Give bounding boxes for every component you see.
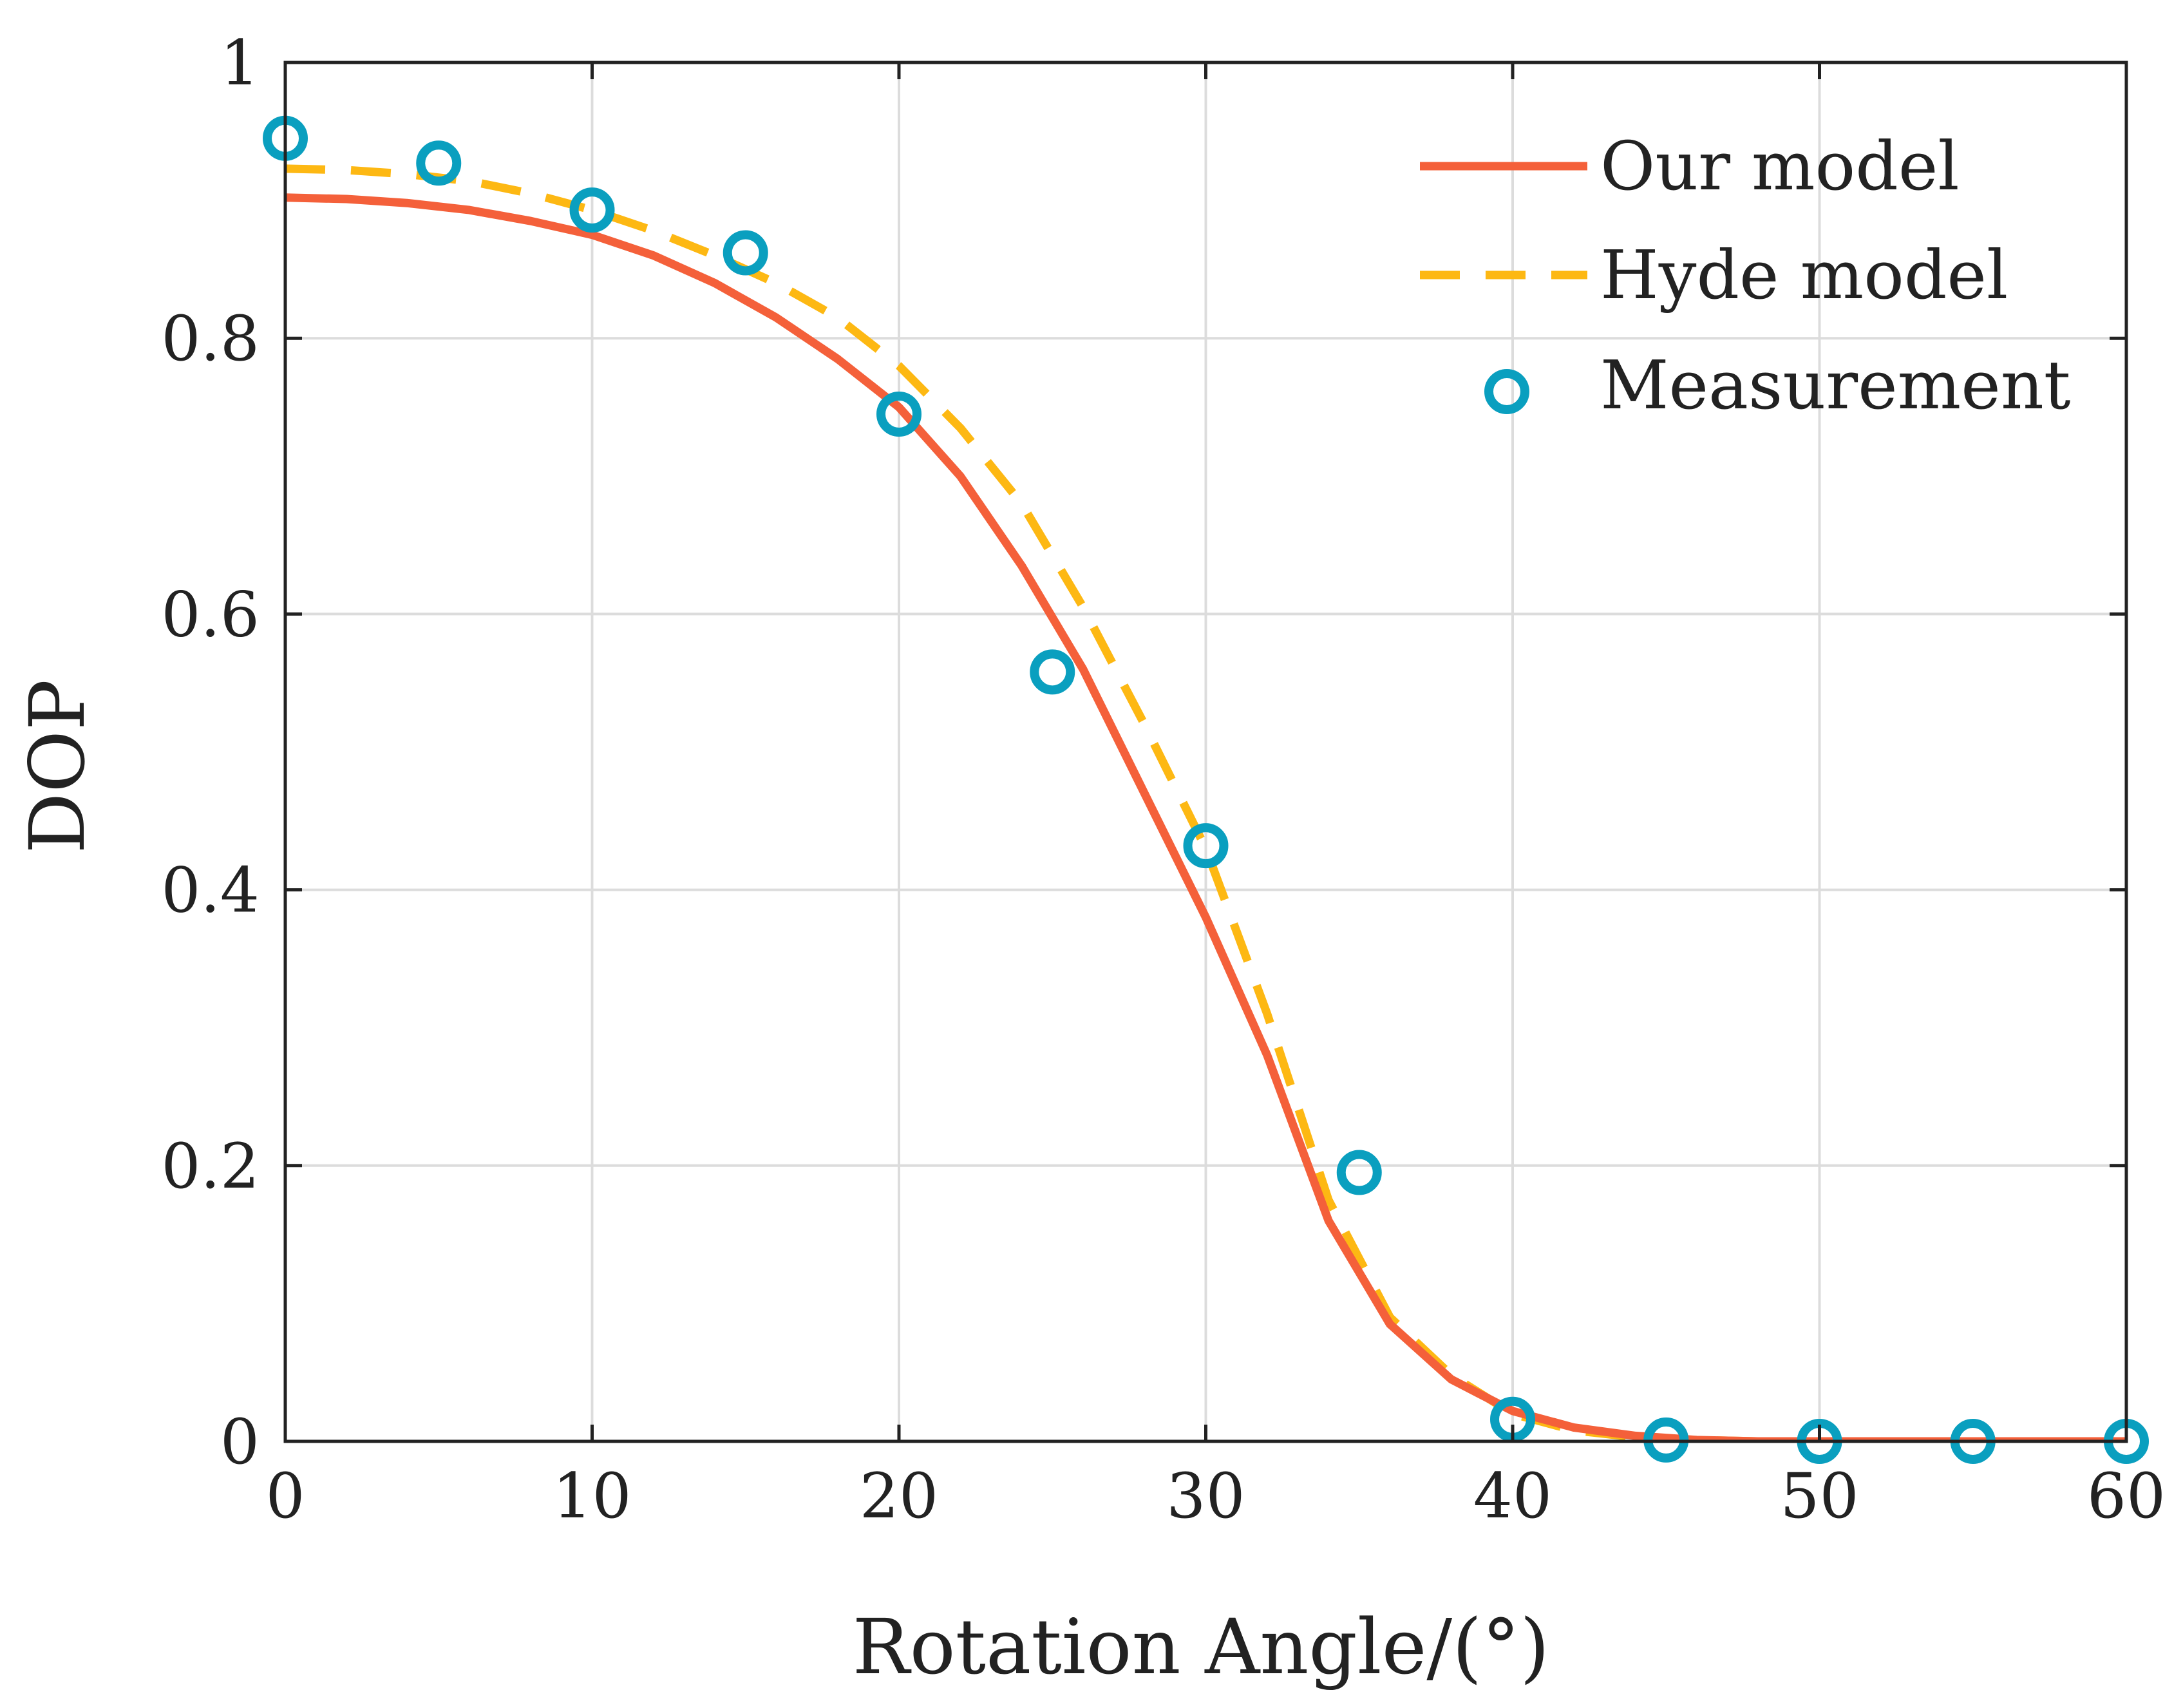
y-tick-label: 0.6: [161, 578, 260, 650]
legend-our-model-label: Our model: [1600, 127, 1960, 205]
legend-measurement-label: Measurement: [1600, 346, 2071, 424]
tick-labels: 0 10 20 30 40 50 60 0 0.2 0.4 0.6 0.8 1: [161, 27, 2166, 1532]
measurement-point: [416, 140, 462, 186]
y-tick-label: 0.2: [161, 1130, 260, 1202]
y-tick-label: 0: [220, 1406, 260, 1478]
y-tick-label: 0.8: [161, 303, 260, 375]
x-tick-label: 20: [860, 1460, 938, 1532]
x-tick-label: 50: [1780, 1460, 1858, 1532]
measurement-point: [569, 187, 615, 233]
measurement-point: [723, 230, 768, 276]
x-tick-label: 30: [1166, 1460, 1245, 1532]
measurement-point: [1183, 823, 1229, 869]
y-tick-label: 0.4: [161, 855, 260, 927]
x-tick-label: 60: [2087, 1460, 2166, 1532]
x-tick-label: 40: [1473, 1460, 1552, 1532]
y-tick-label: 1: [220, 27, 260, 99]
measurement-point: [876, 391, 921, 437]
legend-measurement-symbol: [1484, 369, 1529, 414]
y-axis-title: DOP: [13, 679, 102, 854]
x-tick-label: 10: [553, 1460, 631, 1532]
our-model-line: [285, 193, 2126, 1441]
grid: [285, 62, 2126, 1441]
legend: Our model Hyde model Measurement: [1420, 127, 2071, 424]
axes: [283, 61, 2128, 1443]
x-axis-title: Rotation Angle/(°): [853, 1602, 1550, 1691]
x-tick-label: 0: [265, 1460, 305, 1532]
measurement-point: [1336, 1150, 1382, 1195]
measurement-point: [1030, 649, 1075, 695]
legend-hyde-model-label: Hyde model: [1600, 236, 2008, 314]
